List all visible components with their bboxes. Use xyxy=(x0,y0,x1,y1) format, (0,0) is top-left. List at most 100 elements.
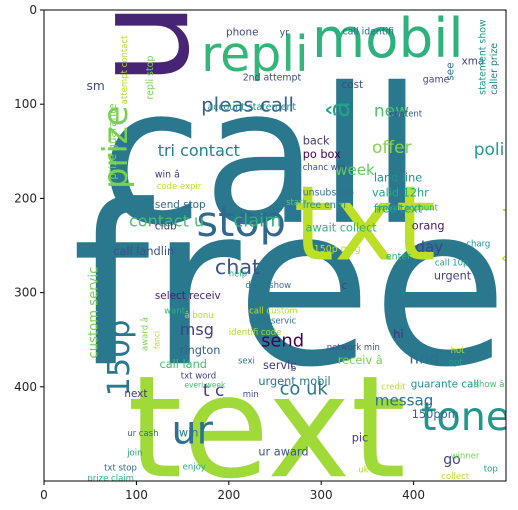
word-10: prize xyxy=(96,105,135,189)
word-11: 150p xyxy=(102,320,137,397)
word-85: servic xyxy=(263,359,297,372)
word-4: u xyxy=(66,2,219,86)
word-16: claim xyxy=(233,211,281,232)
word-30: day xyxy=(415,238,443,256)
x-tick-label: 100 xyxy=(125,488,148,502)
word-79: award â xyxy=(141,317,151,351)
word-91: win xyxy=(179,427,199,440)
word-107: 150ppm xyxy=(412,408,459,421)
word-37: land line xyxy=(374,171,422,184)
word-14: â cash xyxy=(500,200,518,264)
word-98: pic xyxy=(352,431,369,444)
word-71: c xyxy=(342,280,348,292)
word-106: guarante call xyxy=(411,379,479,391)
word-47: see xyxy=(444,62,456,80)
word-66: 150p msg xyxy=(314,244,361,255)
y-tick-label: 200 xyxy=(14,191,37,205)
word-6: repli xyxy=(201,26,309,83)
word-99: uk xyxy=(358,466,368,476)
word-31: orang xyxy=(412,220,445,233)
word-29: go xyxy=(443,452,461,468)
word-57: caller prize xyxy=(489,43,500,95)
word-48: xma xyxy=(462,56,485,68)
word-78: want xyxy=(164,306,186,316)
x-tick-label: 300 xyxy=(310,488,333,502)
word-44: send stop xyxy=(155,199,206,211)
word-108: winner xyxy=(451,451,480,461)
word-17: tri contact xyxy=(158,141,240,160)
word-74: call custom xyxy=(249,306,298,316)
word-26: co uk xyxy=(280,378,329,399)
word-2: text xyxy=(127,346,406,510)
word-19: new xyxy=(374,101,409,121)
word-93: join xyxy=(126,449,142,459)
word-102: hi xyxy=(393,328,403,341)
word-104: opt xyxy=(449,358,464,368)
y-tick-label: 100 xyxy=(14,97,37,111)
word-88: urgent mobil xyxy=(258,375,330,388)
word-28: find xyxy=(409,348,439,367)
word-80: fanci xyxy=(153,331,162,349)
word-89: min xyxy=(243,390,259,400)
word-65: start xyxy=(286,198,306,208)
word-33: prize guarante xyxy=(107,103,119,179)
word-23: send xyxy=(261,330,304,351)
word-21: poli xyxy=(474,140,505,160)
word-45: win â xyxy=(155,170,180,181)
word-61: unsubscrib xyxy=(303,188,354,199)
word-67: enter xyxy=(386,252,411,263)
word-18: offer xyxy=(372,138,412,158)
word-55: attempt contact xyxy=(120,35,130,104)
word-22: chat xyxy=(215,255,260,279)
word-87: b xyxy=(291,364,296,374)
word-100: network min xyxy=(327,343,380,353)
word-69: charg xyxy=(466,239,490,249)
word-70: urgent xyxy=(434,269,472,282)
word-35: back xyxy=(303,135,330,148)
word-63: chanc win xyxy=(303,163,346,173)
word-59: content xyxy=(390,109,423,119)
word-109: collect xyxy=(441,472,469,482)
word-110: top xyxy=(484,465,498,475)
word-38: valid 12hr xyxy=(372,187,429,200)
word-83: txt word xyxy=(181,371,216,381)
word-96: enjoy xyxy=(183,463,206,473)
plot-frame xyxy=(43,9,507,482)
word-53: account statement xyxy=(208,102,297,113)
word-58: game xyxy=(423,75,450,86)
word-103: hot xyxy=(451,346,466,356)
word-86: sexi xyxy=(238,356,255,366)
word-8: tone xyxy=(421,394,510,440)
word-12: pleas call xyxy=(201,94,294,117)
word-77: â bonu xyxy=(184,311,213,321)
word-13: â xyxy=(323,101,356,118)
word-27: messag xyxy=(375,392,434,410)
word-7: stop xyxy=(197,198,286,246)
word-25: t c xyxy=(203,381,224,401)
word-15: contact u xyxy=(129,212,204,231)
word-81: rington xyxy=(180,344,221,357)
word-9: ur xyxy=(172,407,214,453)
word-41: call landlin xyxy=(113,245,174,258)
word-94: txt stop xyxy=(104,464,137,474)
word-43: club xyxy=(155,221,177,233)
word-105: credit xyxy=(381,383,406,393)
word-34: sm xyxy=(87,79,105,93)
word-3: txt xyxy=(294,165,437,285)
word-56: statement show xyxy=(478,19,489,95)
y-tick-label: 300 xyxy=(14,286,37,300)
word-49: phone xyxy=(226,26,259,38)
word-42: select receiv xyxy=(155,290,221,302)
word-92: ur cash xyxy=(127,429,158,439)
y-axis: 0 100 200 300 400 xyxy=(14,3,44,394)
word-72: help xyxy=(229,270,247,280)
x-tick-label: 400 xyxy=(402,488,425,502)
word-32: custom servic xyxy=(87,267,102,359)
plot-background xyxy=(44,10,506,481)
word-82: call land xyxy=(160,358,207,371)
y-tick-label: 400 xyxy=(14,380,37,394)
x-axis: 0 100 200 300 400 xyxy=(40,481,425,502)
word-24: msg xyxy=(180,320,214,339)
x-tick-label: 0 xyxy=(40,488,48,502)
